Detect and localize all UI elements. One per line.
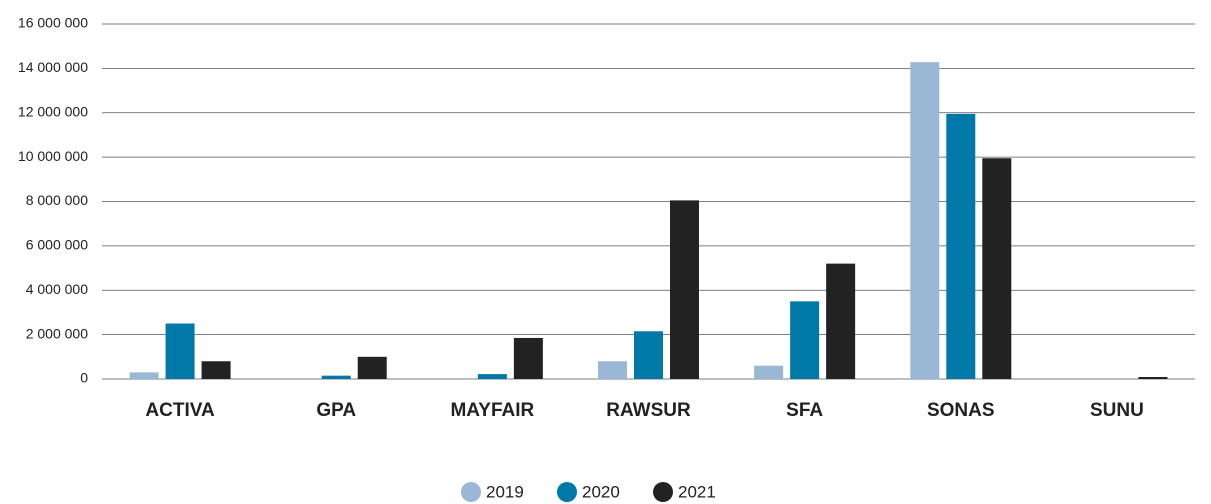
bar (357, 356, 387, 379)
y-tick-label: 0 (80, 370, 88, 386)
bar (129, 372, 159, 379)
x-tick-label: ACTIVA (145, 400, 215, 421)
legend-label: 2021 (678, 482, 716, 501)
bar (754, 365, 784, 379)
y-tick-label: 14 000 000 (18, 59, 88, 75)
x-tick-label: SFA (786, 400, 823, 421)
legend-marker (653, 482, 673, 502)
bar (513, 337, 543, 379)
x-tick-label: SONAS (927, 400, 995, 421)
legend-label: 2019 (486, 482, 524, 501)
y-tick-label: 2 000 000 (26, 325, 88, 341)
bar (826, 263, 856, 379)
bar (201, 361, 231, 379)
x-tick-label: MAYFAIR (450, 400, 534, 421)
legend-label: 2020 (582, 482, 620, 501)
y-tick-label: 8 000 000 (26, 192, 88, 208)
bar (634, 331, 663, 379)
bar (946, 113, 976, 379)
x-tick-label: SUNU (1090, 400, 1144, 421)
legend-marker (557, 482, 577, 502)
bar (790, 301, 820, 379)
bar (670, 200, 699, 379)
bar (477, 374, 507, 379)
y-tick-label: 6 000 000 (26, 237, 88, 253)
y-tick-label: 12 000 000 (18, 103, 88, 119)
y-tick-label: 16 000 000 (18, 15, 88, 31)
y-tick-label: 10 000 000 (18, 148, 88, 164)
bar (165, 323, 195, 379)
bar (910, 62, 940, 379)
y-tick-label: 4 000 000 (26, 281, 88, 297)
bar (982, 158, 1012, 379)
legend-marker (461, 482, 481, 502)
bar (1138, 377, 1168, 379)
bar (598, 361, 627, 379)
x-tick-label: RAWSUR (606, 400, 691, 421)
bar (321, 375, 351, 379)
x-tick-label: GPA (316, 400, 356, 421)
